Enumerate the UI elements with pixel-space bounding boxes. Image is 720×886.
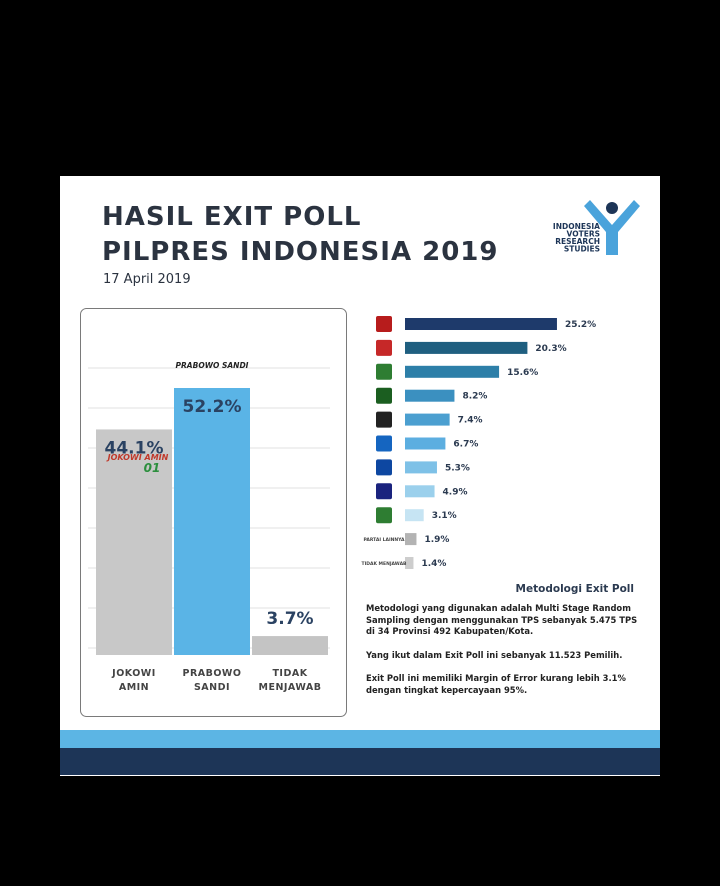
bar	[174, 388, 250, 655]
category-label: PRABOWO SANDI	[182, 668, 242, 693]
party-icon	[376, 411, 392, 428]
badge-text: 01	[144, 461, 161, 475]
bar	[405, 509, 424, 522]
party-icon	[376, 459, 392, 476]
value-label: 3.1%	[432, 511, 457, 521]
value-label: 1.9%	[424, 535, 449, 545]
title: PILPRES INDONESIA 2019	[102, 237, 499, 267]
methodology-paragraph: Yang ikut dalam Exit Poll ini sebanyak 1…	[366, 649, 623, 660]
party-icon	[376, 339, 392, 356]
logo-text: INDONESIA	[553, 222, 600, 231]
band-light	[60, 730, 660, 748]
party-icon	[376, 387, 392, 404]
band-dark	[60, 748, 660, 775]
panel	[80, 308, 347, 717]
bar	[96, 429, 172, 655]
value-label: 52.2%	[183, 397, 242, 417]
title: HASIL EXIT POLL	[102, 202, 362, 232]
bar	[405, 413, 450, 426]
category-label: JOKOWI AMIN	[112, 668, 156, 693]
bar	[405, 318, 557, 330]
value-label: 4.9%	[443, 487, 468, 497]
party-icon	[376, 507, 392, 524]
methodology-title: Metodologi Exit Poll	[515, 583, 634, 595]
category-label: TIDAK MENJAWAB	[258, 668, 322, 693]
bar	[252, 636, 328, 655]
logo-head	[606, 202, 618, 214]
bar	[405, 557, 414, 569]
bar	[405, 365, 500, 378]
bar	[405, 485, 435, 498]
category-label: PARTAI LAINNYA	[364, 537, 405, 543]
methodology-paragraph: Metodologi yang digunakan adalah Multi S…	[366, 603, 638, 636]
party-icon	[376, 363, 392, 380]
category-label: TIDAK MENJAWAB	[362, 561, 408, 567]
logo-text: VOTERS	[567, 230, 600, 239]
value-label: 8.2%	[462, 392, 487, 402]
value-label: 15.6%	[507, 368, 538, 378]
logo-text: STUDIES	[564, 245, 600, 254]
bar	[405, 461, 437, 474]
value-label: 20.3%	[535, 344, 566, 354]
bar	[405, 389, 455, 402]
date: 17 April 2019	[103, 272, 191, 287]
party-icon	[376, 483, 392, 500]
value-label: 3.7%	[266, 609, 313, 629]
badge-text: PRABOWO SANDI	[176, 361, 249, 370]
value-label: 44.1%	[105, 438, 164, 458]
logo-text: RESEARCH	[555, 237, 600, 246]
logo-mark	[584, 200, 640, 255]
value-label: 25.2%	[565, 320, 596, 330]
badge-text: JOKOWI AMIN	[106, 453, 169, 462]
bar	[405, 341, 528, 354]
methodology-paragraph: Exit Poll ini memiliki Margin of Error k…	[366, 673, 626, 695]
value-label: 1.4%	[421, 559, 446, 569]
value-label: 6.7%	[453, 440, 478, 450]
value-label: 7.4%	[458, 416, 483, 426]
party-icon	[376, 435, 392, 452]
party-icon	[376, 316, 392, 332]
bar	[405, 437, 446, 450]
methodology: Metodologi yang digunakan adalah Multi S…	[366, 603, 644, 708]
value-label: 5.3%	[445, 463, 470, 473]
bar	[405, 533, 417, 546]
